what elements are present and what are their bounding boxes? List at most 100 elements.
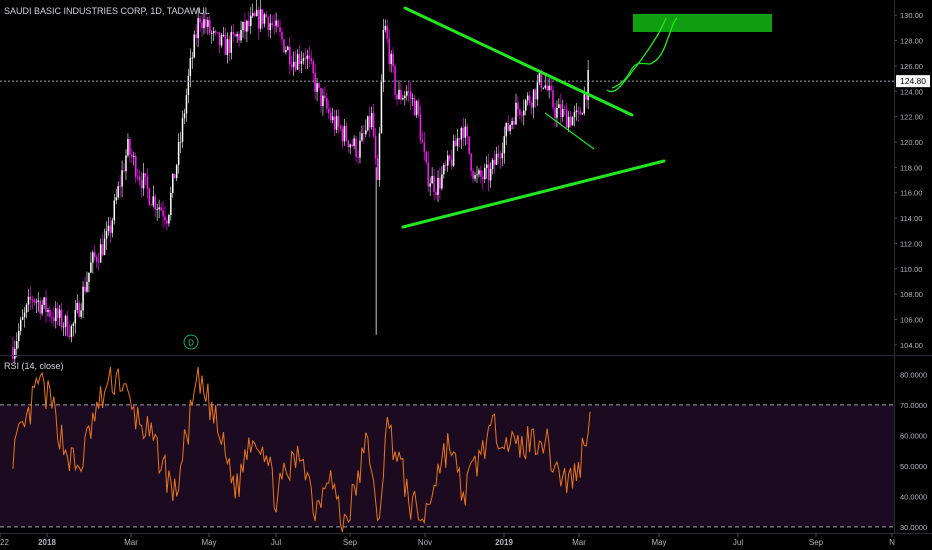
candle-body [532,89,535,108]
candle-body [131,154,133,158]
rsi-panel: RSI (14, close) 30.0000 40.0000 50.0000 60.… [0,361,927,533]
candle-body [563,109,566,110]
candle-body [19,319,22,332]
candle-body [470,153,472,171]
candle-body [318,83,320,88]
candle-body [251,13,254,16]
candle-body [84,286,86,292]
candle-body [66,315,69,336]
candle-body [148,188,151,205]
rsi-axis[interactable]: 30.0000 40.0000 50.0000 60.0000 70.0000 80.00… [900,370,927,532]
price-axis-label: 120.00 [900,138,923,147]
candle-body [363,133,365,135]
time-axis-label: Jul [271,538,281,547]
candle-body [320,87,322,107]
candle-body [189,58,192,77]
time-axis-label: May [201,538,216,547]
candle-body [503,136,506,154]
candle-body [76,302,78,311]
candle-body [501,153,504,159]
candle-body [271,23,273,26]
candle-body [53,317,55,322]
candle-body [250,15,252,26]
candle-body [273,25,275,26]
candle-body [524,100,527,111]
candle-body [495,153,498,165]
candle-body [199,18,201,23]
flag-trendline[interactable] [544,112,595,150]
candle-body [287,46,289,51]
candle-body [415,100,418,116]
candle-body [78,302,80,317]
candle-body [140,180,143,189]
candle-body [220,34,223,46]
triangle-lower-trendline[interactable] [401,159,666,229]
candle-body [226,39,229,55]
candle-body [35,301,38,303]
candle-body [339,126,342,129]
candle-body [133,155,135,158]
rsi-axis-label: 60.0000 [900,431,927,440]
candle-body [111,220,114,233]
candle-body [341,128,344,142]
candle-body [68,335,71,338]
candle-body [31,299,34,301]
time-axis[interactable]: 22 2018 Mar May Jul Sep Nov 2019 Mar May Jul Sep N [0,533,895,547]
candle-body [351,144,353,147]
candle-body [39,300,41,314]
chart-title: SAUDI BASIC INDUSTRIES CORP, 1D, TADAWUL [4,6,210,16]
candle-body [222,34,225,36]
rsi-axis-label: 40.0000 [900,492,927,501]
candle-body [427,162,429,187]
candle-body [224,34,227,55]
candle-body [454,140,457,147]
candle-body [127,139,129,156]
price-axis-label: 110.00 [900,265,922,274]
candle-body [407,91,410,93]
candle-body [497,153,500,158]
candle-body [359,140,361,158]
price-axis[interactable]: 104.00 106.00 108.00 110.00 112.00 114.00 116.… [894,11,923,350]
triangle-upper-trendline[interactable] [403,6,634,117]
candle-body [205,19,207,27]
time-axis-label: Sep [809,538,824,547]
price-axis-label: 104.00 [900,341,923,350]
candle-body [173,173,176,179]
candle-body [45,297,47,313]
candle-body [484,168,486,180]
candle-body [152,196,155,206]
candle-body [439,177,441,189]
price-axis-label: 114.00 [900,214,922,223]
candle-body [117,186,119,198]
time-axis-label: 22 [0,538,9,547]
candle-body [207,20,209,27]
candle-body [193,34,195,58]
rsi-line [12,366,591,533]
candle-body [14,348,16,359]
dividend-marker[interactable] [183,334,199,350]
candle-body [121,170,123,187]
projection-arrow-path-2[interactable] [611,17,678,89]
candle-body [376,158,379,180]
candle-body [577,110,580,112]
candle-body [419,114,422,141]
candle-body [41,304,43,314]
candle-body [579,111,582,115]
candle-body [90,262,92,273]
candle-body [88,272,90,282]
candle-body [585,94,587,100]
projection-arrow-path[interactable] [606,17,667,93]
candle-body [587,70,589,100]
candle-body [12,347,14,359]
candle-body [197,18,199,39]
candle-body [195,34,197,39]
price-axis-label: 106.00 [900,316,923,325]
candle-body [267,17,270,30]
candle-body [569,116,572,126]
candle-body [99,244,102,263]
target-zone-box[interactable] [633,14,772,32]
candle-body [56,308,59,318]
candle-body [82,286,84,311]
candle-body [507,123,509,131]
